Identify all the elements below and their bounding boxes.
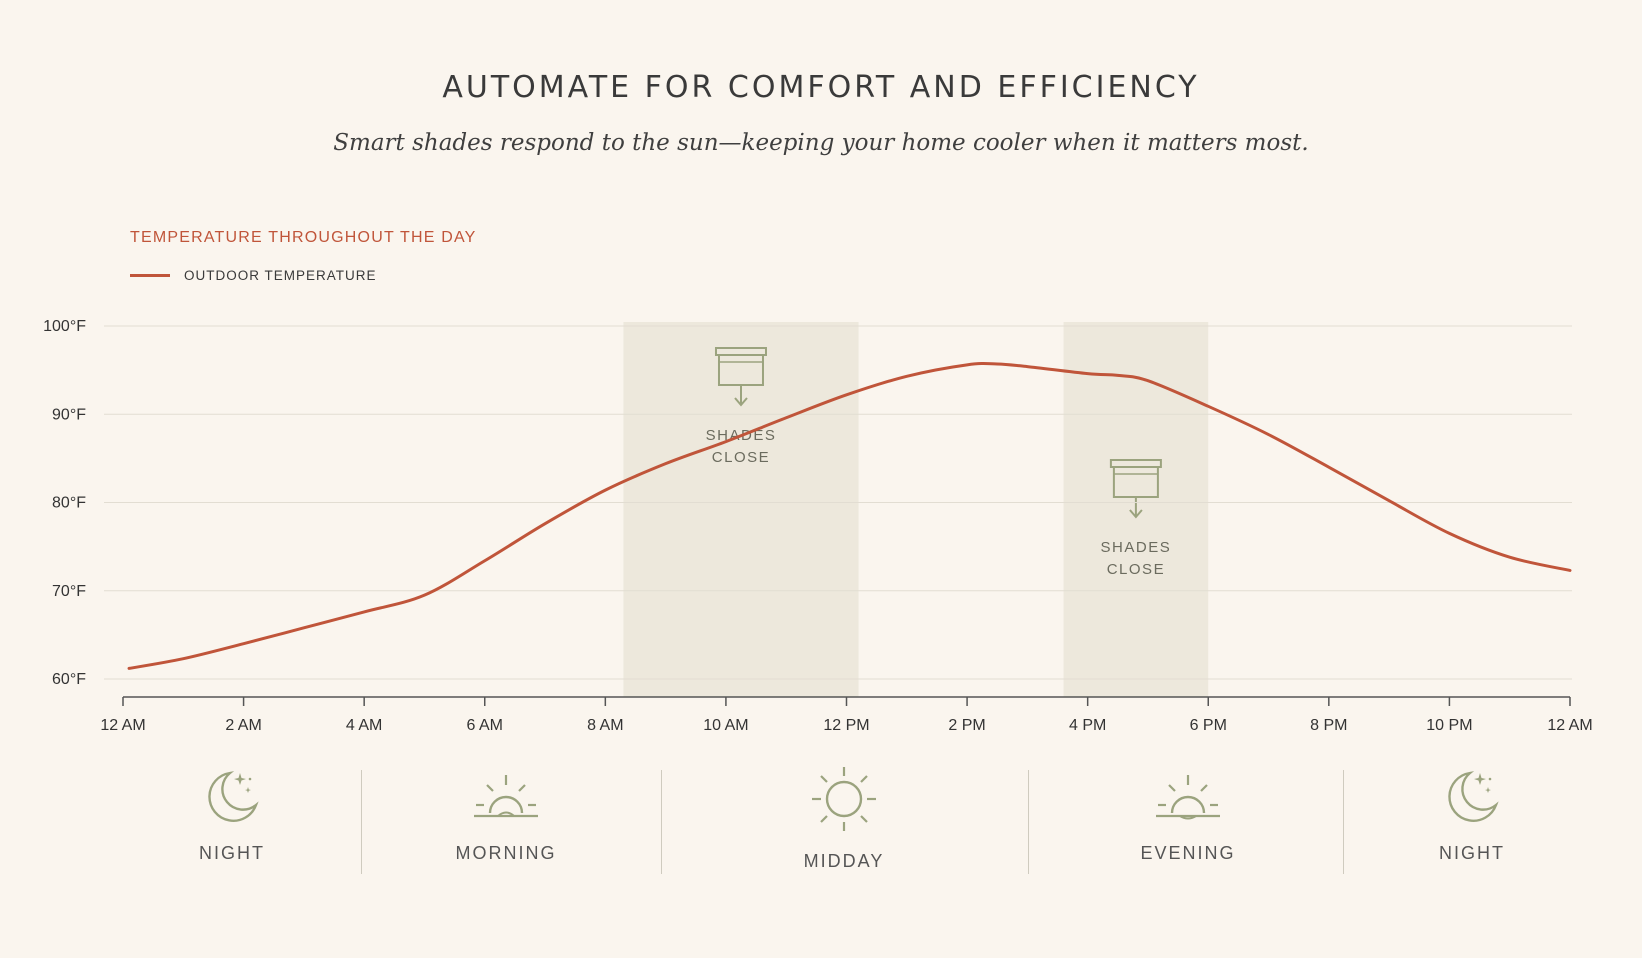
- y-tick-label: 70°F: [52, 583, 86, 600]
- series-line-outdoor-temperature: [127, 362, 1572, 670]
- period-night-1: NIGHT: [132, 765, 332, 864]
- sunrise-icon: [474, 775, 538, 818]
- period-label: NIGHT: [1439, 843, 1505, 863]
- period-midday: MIDDAY: [744, 765, 944, 872]
- x-tick-label: 6 PM: [1190, 717, 1227, 734]
- period-divider: [1343, 770, 1344, 874]
- moon-icon: [1448, 771, 1499, 822]
- x-tick-label: 6 AM: [467, 717, 503, 734]
- period-divider: [1028, 770, 1029, 874]
- shade-label-line1: SHADES: [1101, 539, 1172, 556]
- period-divider: [361, 770, 362, 874]
- x-tick-label: 2 AM: [225, 717, 261, 734]
- y-tick-label: 80°F: [52, 495, 86, 512]
- x-tick-label: 10 AM: [703, 717, 748, 734]
- x-tick-label: 4 PM: [1069, 717, 1106, 734]
- period-morning: MORNING: [406, 765, 606, 864]
- x-tick-label: 12 AM: [1547, 717, 1592, 734]
- shade-icon: [1109, 459, 1162, 519]
- y-tick-label: 100°F: [43, 318, 86, 335]
- period-divider: [661, 770, 662, 874]
- moon-icon: [208, 771, 259, 822]
- period-evening: EVENING: [1088, 765, 1288, 864]
- y-tick-label: 60°F: [52, 671, 86, 688]
- period-label: MIDDAY: [803, 851, 885, 871]
- x-tick-label: 4 AM: [346, 717, 382, 734]
- legend: OUTDOOR TEMPERATURE: [130, 268, 377, 283]
- arrow-head: [734, 397, 748, 407]
- legend-swatch: [130, 274, 170, 277]
- series-layer: [127, 362, 1572, 670]
- period-label: EVENING: [1140, 843, 1236, 863]
- page-subtitle: Smart shades respond to the sun—keeping …: [333, 130, 1309, 156]
- period-label: MORNING: [455, 843, 557, 863]
- x-tick-label: 8 PM: [1310, 717, 1347, 734]
- chart-title: TEMPERATURE THROUGHOUT THE DAY: [130, 229, 477, 246]
- x-tick-label: 8 AM: [587, 717, 623, 734]
- x-axis: [122, 696, 1571, 706]
- sunset-icon: [1156, 775, 1220, 820]
- x-tick-label: 2 PM: [948, 717, 985, 734]
- shade-band: [623, 322, 859, 697]
- x-tick-label: 10 PM: [1426, 717, 1472, 734]
- period-night-2: NIGHT: [1372, 765, 1572, 864]
- x-tick-label: 12 AM: [100, 717, 145, 734]
- arrow-head: [1129, 509, 1143, 519]
- sun-icon: [812, 767, 876, 831]
- gridlines: [104, 325, 1572, 680]
- tick-labels: 100°F 90°F 80°F 70°F 60°F 12 AM 2 AM 4 AM 6 AM 8 …: [43, 318, 1593, 734]
- legend-label: OUTDOOR TEMPERATURE: [184, 268, 377, 283]
- y-tick-label: 90°F: [52, 406, 86, 423]
- page-title: AUTOMATE FOR COMFORT AND EFFICIENCY: [442, 70, 1200, 105]
- x-tick-label: 12 PM: [823, 717, 869, 734]
- shade-label-line2: CLOSE: [1107, 561, 1165, 578]
- shade-icon: [714, 347, 767, 407]
- period-label: NIGHT: [199, 843, 265, 863]
- shade-label-line2: CLOSE: [712, 449, 770, 466]
